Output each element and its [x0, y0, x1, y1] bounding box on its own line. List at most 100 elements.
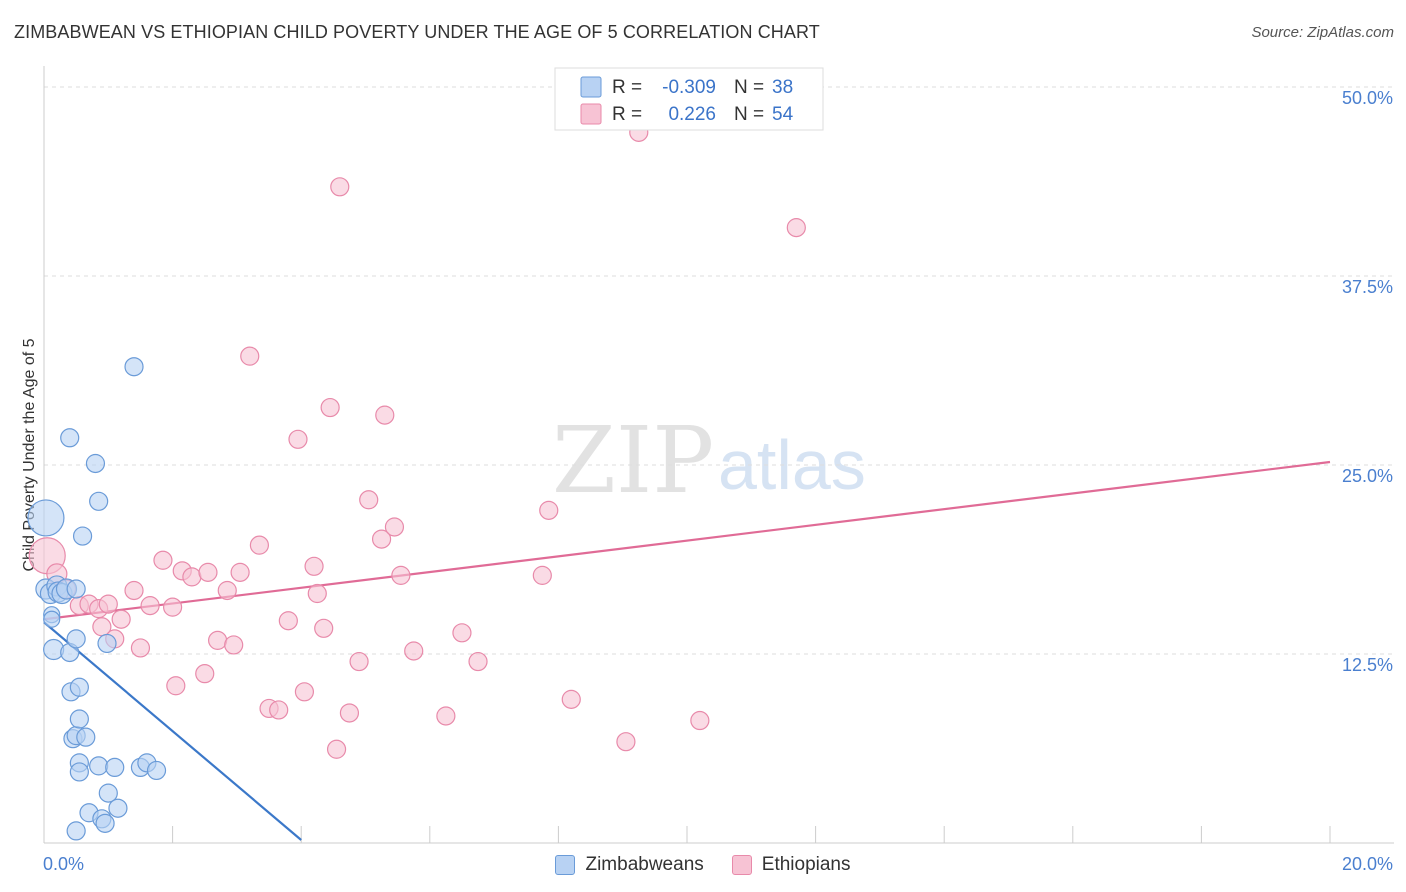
- point-ethiopians: [288, 429, 308, 449]
- point-ethiopians: [371, 529, 392, 549]
- legend-label-zimbabweans: Zimbabweans: [585, 854, 704, 875]
- point-ethiopians: [182, 567, 202, 587]
- y-tick-label: 25.0%: [1342, 466, 1393, 486]
- point-ethiopians: [786, 218, 806, 238]
- stats-legend-pink-swatch: [580, 103, 602, 125]
- point-zimbabweans: [105, 757, 125, 778]
- axes: [43, 66, 1394, 844]
- point-ethiopians: [163, 597, 183, 617]
- legend-swatch-zimbabweans: [555, 855, 576, 875]
- point-ethiopians: [217, 580, 237, 601]
- point-ethiopians: [539, 500, 559, 520]
- watermark-zip: ZIP: [552, 407, 714, 514]
- point-zimbabweans: [146, 760, 167, 781]
- y-axis-label: Child Poverty Under the Age of 5: [21, 338, 38, 571]
- point-ethiopians: [532, 565, 552, 585]
- stats-legend-blue-swatch: [580, 76, 602, 98]
- point-ethiopians: [391, 565, 411, 585]
- point-zimbabweans: [66, 821, 86, 841]
- stats-legend: R = -0.309 N = 38 R = 0.226 N = 54: [554, 67, 824, 131]
- point-zimbabweans: [124, 357, 144, 377]
- point-ethiopians: [359, 490, 379, 510]
- y-tick-label: 37.5%: [1342, 277, 1393, 297]
- point-ethiopians: [468, 651, 488, 672]
- point-ethiopians: [240, 346, 260, 366]
- point-ethiopians: [690, 710, 710, 731]
- point-ethiopians: [375, 405, 395, 425]
- point-ethiopians: [349, 651, 369, 672]
- point-ethiopians: [166, 676, 186, 696]
- y-tick-label: 50.0%: [1342, 88, 1393, 108]
- legend-label-ethiopians: Ethiopians: [761, 854, 851, 875]
- point-ethiopians: [314, 618, 334, 638]
- point-ethiopians: [278, 611, 298, 631]
- point-ethiopians: [124, 580, 144, 601]
- point-zimbabweans: [89, 756, 109, 776]
- point-ethiopians: [230, 562, 250, 582]
- point-zimbabweans: [89, 491, 109, 511]
- trend-line-ethiopians: [43, 460, 1331, 621]
- stats-n-label-zimbabweans: N =: [734, 77, 764, 98]
- point-ethiopians: [140, 596, 160, 616]
- point-ethiopians: [294, 682, 315, 702]
- stats-r-label-ethiopians: R =: [612, 104, 642, 125]
- point-ethiopians: [208, 630, 228, 650]
- stats-r-value-zimbabweans: -0.309: [662, 77, 716, 98]
- x-tick-label: 0.0%: [43, 854, 84, 874]
- point-ethiopians: [330, 177, 350, 197]
- stats-r-value-ethiopians: 0.226: [668, 104, 716, 125]
- point-ethiopians: [249, 535, 270, 555]
- stats-n-label-ethiopians: N =: [734, 104, 764, 125]
- point-ethiopians: [561, 689, 581, 709]
- stats-r-label-zimbabweans: R =: [612, 77, 642, 98]
- point-ethiopians: [326, 739, 347, 759]
- trend-line-zimbabweans: [43, 621, 302, 841]
- point-zimbabweans: [69, 762, 89, 782]
- point-zimbabweans: [43, 610, 61, 628]
- point-ethiopians: [452, 623, 472, 643]
- point-ethiopians: [384, 517, 405, 537]
- point-ethiopians: [224, 635, 244, 655]
- series-legend: Zimbabweans Ethiopians: [0, 850, 1406, 880]
- y-tick-label: 12.5%: [1342, 655, 1393, 675]
- point-ethiopians: [307, 583, 327, 604]
- point-zimbabweans: [98, 783, 118, 803]
- point-ethiopians: [320, 397, 340, 418]
- point-zimbabweans: [27, 499, 65, 537]
- point-ethiopians: [304, 556, 324, 576]
- point-zimbabweans: [97, 633, 117, 654]
- stats-n-value-ethiopians: 54: [772, 104, 794, 125]
- watermark: ZIP atlas: [552, 407, 866, 514]
- legend-item-ethiopians[interactable]: Ethiopians: [731, 854, 851, 876]
- point-ethiopians: [436, 706, 456, 726]
- point-ethiopians: [404, 641, 424, 661]
- trend-lines: [43, 460, 1331, 841]
- data-points: [27, 122, 806, 841]
- point-ethiopians: [339, 703, 360, 723]
- point-zimbabweans: [66, 629, 86, 649]
- point-zimbabweans: [108, 798, 128, 818]
- tick-labels: 12.5% 25.0% 37.5% 50.0% 0.0% 20.0%: [43, 88, 1393, 874]
- point-zimbabweans: [69, 677, 89, 697]
- point-zimbabweans: [76, 727, 96, 747]
- legend-item-zimbabweans[interactable]: Zimbabweans: [555, 854, 704, 876]
- legend-swatch-ethiopians: [731, 855, 752, 875]
- x-tick-label: 20.0%: [1342, 854, 1393, 874]
- point-ethiopians: [198, 562, 218, 582]
- point-ethiopians: [616, 732, 636, 752]
- point-zimbabweans: [69, 709, 89, 729]
- point-ethiopians: [130, 638, 151, 658]
- point-zimbabweans: [66, 579, 86, 599]
- point-zimbabweans: [95, 813, 115, 833]
- source-credit: Source: ZipAtlas.com: [1251, 24, 1394, 41]
- chart-title: ZIMBABWEAN VS ETHIOPIAN CHILD POVERTY UN…: [14, 22, 820, 42]
- point-ethiopians: [195, 664, 215, 684]
- point-ethiopians: [111, 609, 131, 629]
- point-ethiopians: [269, 700, 289, 720]
- point-zimbabweans: [72, 526, 93, 546]
- point-zimbabweans: [85, 453, 106, 474]
- point-ethiopians: [153, 550, 173, 570]
- point-ethiopians: [98, 594, 118, 614]
- stats-n-value-zimbabweans: 38: [772, 77, 793, 98]
